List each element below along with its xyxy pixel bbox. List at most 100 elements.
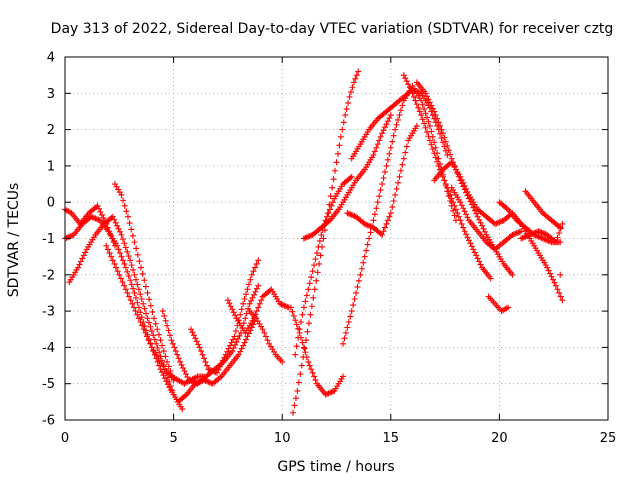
data-point <box>554 286 561 293</box>
data-point <box>318 231 325 238</box>
data-point <box>429 133 436 140</box>
data-point <box>295 379 302 386</box>
data-point <box>232 328 239 335</box>
data-point <box>169 340 176 347</box>
data-point <box>154 345 161 352</box>
data-point <box>403 143 410 150</box>
data-point <box>290 312 297 319</box>
data-point <box>353 289 360 296</box>
data-point <box>278 301 285 308</box>
data-point <box>379 181 386 188</box>
data-point <box>428 128 435 135</box>
data-point <box>107 231 114 238</box>
data-point <box>240 342 247 349</box>
data-point <box>441 177 448 184</box>
data-point <box>518 235 525 242</box>
data-point <box>314 269 321 276</box>
data-point <box>208 367 215 374</box>
data-point <box>551 237 558 244</box>
data-point <box>413 122 420 129</box>
data-point <box>229 336 236 343</box>
data-point <box>544 237 551 244</box>
data-point <box>248 297 255 304</box>
data-point <box>75 264 82 271</box>
data-point <box>380 127 387 134</box>
data-point <box>241 296 248 302</box>
data-point <box>367 229 374 236</box>
data-point <box>455 213 462 220</box>
data-point <box>133 245 140 252</box>
data-point <box>63 234 70 241</box>
data-point <box>477 219 484 226</box>
data-point <box>380 228 387 235</box>
data-point <box>101 217 108 224</box>
data-point <box>142 329 149 336</box>
series-arc-05 <box>111 181 177 384</box>
data-point <box>316 260 323 267</box>
data-point <box>196 344 203 351</box>
data-point <box>347 211 354 218</box>
data-point <box>250 268 257 275</box>
y-tick-label: 0 <box>47 196 55 211</box>
data-point <box>115 246 122 253</box>
data-point <box>218 360 225 367</box>
data-point <box>309 369 316 376</box>
data-point <box>396 112 403 119</box>
data-point <box>428 102 435 109</box>
data-point <box>305 286 312 293</box>
data-point <box>128 226 135 233</box>
data-point <box>521 234 528 241</box>
data-point <box>306 362 313 369</box>
series-arc-25 <box>557 271 564 278</box>
data-point <box>229 348 236 355</box>
data-point <box>140 326 147 333</box>
data-point <box>473 252 480 259</box>
data-point <box>329 184 336 191</box>
data-point <box>238 345 245 352</box>
data-point <box>165 363 172 370</box>
data-point <box>119 236 126 243</box>
y-tick-label: 2 <box>47 123 55 138</box>
data-point <box>470 204 477 211</box>
data-point <box>352 75 359 82</box>
data-point <box>439 173 446 180</box>
data-point <box>159 308 166 315</box>
data-point <box>303 354 310 361</box>
data-point <box>250 291 257 298</box>
data-point <box>415 89 422 96</box>
data-point <box>340 340 347 347</box>
data-point <box>438 126 445 133</box>
data-point <box>474 213 481 220</box>
data-point <box>311 262 318 269</box>
y-tick-label: -4 <box>42 341 55 356</box>
data-point <box>340 373 347 380</box>
data-point <box>458 220 465 227</box>
y-tick-label: -1 <box>42 232 55 247</box>
data-point <box>557 225 564 232</box>
data-point <box>261 329 268 336</box>
data-point <box>79 255 86 262</box>
data-point <box>165 327 172 334</box>
data-point <box>371 211 378 218</box>
y-tick-label: -3 <box>42 305 55 320</box>
data-point <box>370 152 377 159</box>
data-point <box>432 154 439 161</box>
data-point <box>180 364 187 371</box>
data-point <box>240 300 247 307</box>
data-point <box>162 353 169 360</box>
data-point <box>147 302 154 309</box>
data-point <box>432 144 439 151</box>
data-point <box>117 228 124 235</box>
data-point <box>364 222 371 229</box>
data-point <box>361 220 368 227</box>
data-point <box>114 222 121 229</box>
data-point <box>328 202 335 209</box>
data-point <box>118 253 125 260</box>
data-point <box>357 271 364 278</box>
data-point <box>246 300 253 307</box>
data-points <box>62 68 566 416</box>
data-point <box>463 185 470 192</box>
data-point <box>248 271 255 278</box>
data-point <box>481 228 488 235</box>
data-point <box>104 224 111 231</box>
